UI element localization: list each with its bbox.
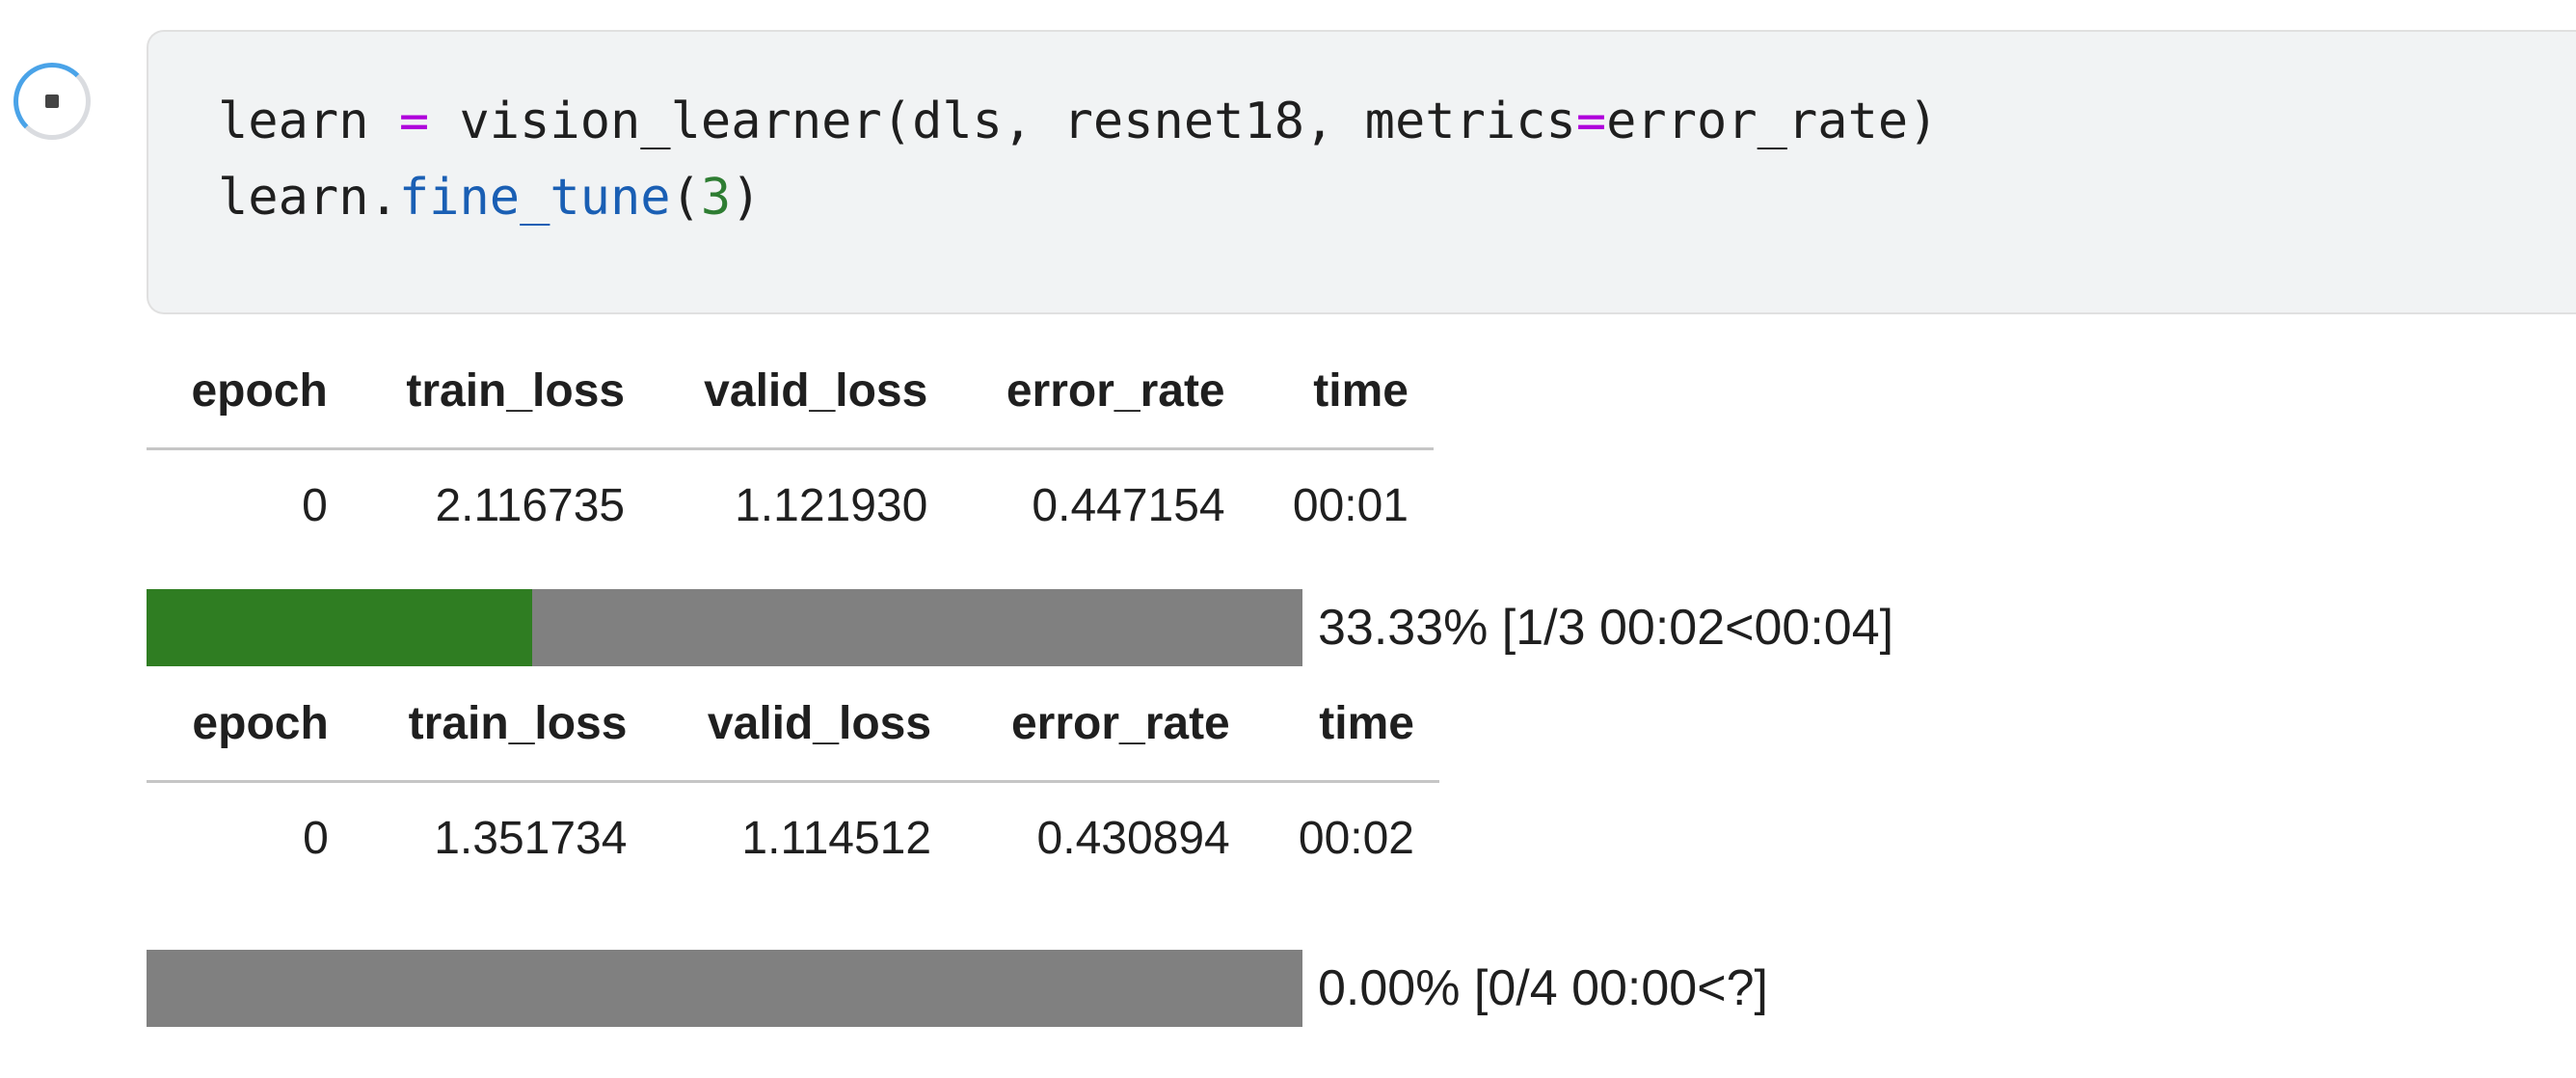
fine-tune-metrics-table: epoch train_loss valid_loss error_rate t… (147, 667, 1439, 895)
cell-time: 00:02 (1298, 813, 1414, 865)
column-header-train-loss: train_loss (353, 667, 653, 783)
batch-progress-bar (147, 950, 1302, 1027)
cell-time: 00:01 (1292, 480, 1409, 532)
cell-train-loss: 1.351734 (434, 813, 628, 865)
code-token: 3 (700, 169, 732, 227)
code-line-1: learn = vision_learner(dls, resnet18, me… (218, 85, 1939, 158)
stop-icon (45, 94, 59, 108)
code-token: learn. (218, 169, 399, 227)
cell-epoch: 0 (302, 480, 328, 532)
code-token: vision_learner(dls, resnet18, metrics (429, 93, 1576, 150)
code-line-2: learn.fine_tune(3) (218, 161, 762, 234)
code-token: = (1575, 93, 1607, 150)
code-token: = (398, 93, 430, 150)
column-header-epoch: epoch (147, 667, 354, 783)
table-row: 0 2.116735 1.121930 0.447154 00:01 (147, 448, 1434, 562)
code-token: learn (218, 93, 399, 150)
column-header-time: time (1254, 667, 1439, 783)
cell-epoch: 0 (303, 813, 329, 865)
epoch-progress-fill (147, 589, 532, 666)
cell-error-rate: 0.447154 (1032, 480, 1225, 532)
cell-valid-loss: 1.121930 (735, 480, 928, 532)
column-header-train-loss: train_loss (352, 335, 651, 450)
column-header-error-rate: error_rate (953, 335, 1250, 450)
column-header-time: time (1249, 335, 1434, 450)
cell-valid-loss: 1.114512 (741, 813, 932, 865)
cell-error-rate: 0.430894 (1036, 813, 1230, 865)
cell-run-button[interactable] (13, 63, 91, 140)
table-row: 0 1.351734 1.114512 0.430894 00:02 (147, 781, 1439, 895)
code-cell-editor[interactable]: learn = vision_learner(dls, resnet18, me… (147, 30, 2576, 314)
column-header-valid-loss: valid_loss (652, 667, 957, 783)
epoch-progress-label: 33.33% [1/3 00:02<00:04] (1318, 600, 1894, 656)
code-token: error_rate) (1606, 93, 1939, 150)
column-header-error-rate: error_rate (956, 667, 1255, 783)
epoch-progress-bar (147, 589, 1302, 666)
code-token: ) (731, 169, 762, 227)
batch-progress-label: 0.00% [0/4 00:00<?] (1318, 960, 1768, 1016)
table-header-row: epoch train_loss valid_loss error_rate t… (147, 667, 1439, 783)
column-header-epoch: epoch (147, 335, 353, 450)
cell-train-loss: 2.116735 (435, 480, 626, 532)
code-token: fine_tune (398, 169, 671, 227)
table-header-row: epoch train_loss valid_loss error_rate t… (147, 335, 1434, 450)
column-header-valid-loss: valid_loss (650, 335, 953, 450)
code-token: ( (670, 169, 701, 227)
training-metrics-table: epoch train_loss valid_loss error_rate t… (147, 335, 1434, 562)
